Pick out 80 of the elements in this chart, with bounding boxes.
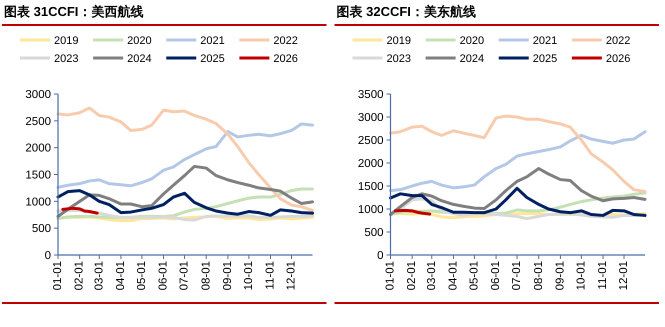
legend-item: 2020 [93, 35, 152, 47]
line-series [56, 122, 314, 189]
legend-item: 2021 [498, 35, 558, 47]
legend-label: 2024 [127, 53, 152, 65]
x-tick-label: 08-01 [200, 261, 212, 290]
y-tick-label: 1500 [25, 170, 51, 182]
legend-label: 2025 [532, 53, 558, 65]
x-tick-label: 02-01 [406, 261, 418, 290]
legend-label: 2021 [532, 35, 558, 47]
x-tick-label: 02-01 [74, 261, 86, 290]
y-tick-label: 0 [377, 250, 384, 262]
line-series [389, 186, 646, 217]
x-tick-label: 06-01 [158, 261, 170, 290]
chart-title: 图表 31CCFI：美西航线 [4, 4, 144, 19]
legend-label: 2022 [606, 35, 630, 47]
y-tick-label: 2000 [25, 142, 51, 155]
x-tick-label: 09-01 [554, 261, 566, 290]
y-tick-label: 3000 [25, 89, 51, 101]
x-tick-label: 01-01 [384, 261, 397, 290]
x-tick-label: 07-01 [511, 261, 524, 290]
legend-item: 2022 [239, 35, 298, 47]
line-series [389, 167, 646, 216]
legend-item: 2025 [498, 53, 558, 65]
legend-label: 2026 [273, 53, 298, 65]
legend-item: 2023 [352, 53, 411, 65]
x-tick-label: 11-01 [264, 261, 277, 290]
legend-label: 2023 [54, 53, 78, 65]
line-series [389, 114, 646, 194]
line-series [56, 164, 314, 218]
x-tick-label: 11-01 [597, 261, 610, 290]
x-tick-label: 10-01 [242, 261, 255, 290]
legend-label: 2021 [200, 35, 225, 47]
legend-label: 2025 [200, 53, 225, 65]
legend-label: 2024 [460, 53, 484, 65]
x-tick-label: 04-01 [114, 261, 127, 290]
x-tick-label: 03-01 [426, 261, 438, 290]
legend-item: 2026 [572, 53, 630, 65]
legend-label: 2019 [386, 35, 411, 47]
legend-label: 2023 [386, 53, 411, 65]
y-tick-label: 1000 [358, 204, 384, 216]
legend-label: 2020 [127, 35, 152, 47]
x-tick-label: 05-01 [468, 261, 480, 290]
x-tick-label: 12-01 [618, 261, 630, 290]
x-tick-label: 05-01 [136, 261, 148, 290]
y-tick-label: 1000 [25, 196, 51, 208]
y-tick-label: 2500 [358, 135, 384, 147]
y-tick-label: 500 [32, 223, 51, 236]
legend-label: 2019 [54, 35, 78, 47]
y-tick-label: 3500 [358, 89, 384, 101]
x-tick-label: 06-01 [490, 261, 502, 290]
legend-item: 2025 [166, 53, 225, 65]
legend-item: 2024 [93, 53, 152, 65]
x-tick-label: 04-01 [447, 261, 460, 290]
legend-item: 2024 [426, 53, 484, 65]
y-tick-label: 2000 [358, 158, 384, 170]
y-tick-label: 3000 [358, 112, 384, 124]
y-tick-label: 500 [364, 227, 384, 239]
y-tick-label: 0 [44, 250, 51, 262]
y-tick-label: 2500 [25, 116, 51, 128]
x-tick-label: 12-01 [286, 261, 298, 290]
x-tick-label: 03-01 [93, 261, 106, 290]
legend-item: 2022 [572, 35, 630, 47]
legend-item: 2019 [20, 35, 78, 47]
legend-item: 2019 [352, 35, 411, 47]
x-tick-label: 09-01 [222, 261, 234, 290]
line-series [389, 130, 646, 192]
legend-label: 2026 [606, 53, 630, 65]
legend-item: 2023 [20, 53, 78, 65]
legend-label: 2020 [460, 35, 484, 47]
x-tick-label: 07-01 [178, 261, 191, 290]
legend-item: 2021 [166, 35, 225, 47]
legend-item: 2020 [426, 35, 484, 47]
x-tick-label: 08-01 [532, 261, 545, 290]
x-tick-label: 01-01 [52, 261, 64, 290]
line-series [56, 106, 314, 212]
x-tick-label: 10-01 [575, 261, 588, 290]
legend-label: 2022 [273, 35, 298, 47]
y-tick-label: 1500 [358, 181, 384, 193]
legend-item: 2026 [239, 53, 298, 65]
chart-title: 图表 32CCFI：美东航线 [336, 4, 476, 19]
